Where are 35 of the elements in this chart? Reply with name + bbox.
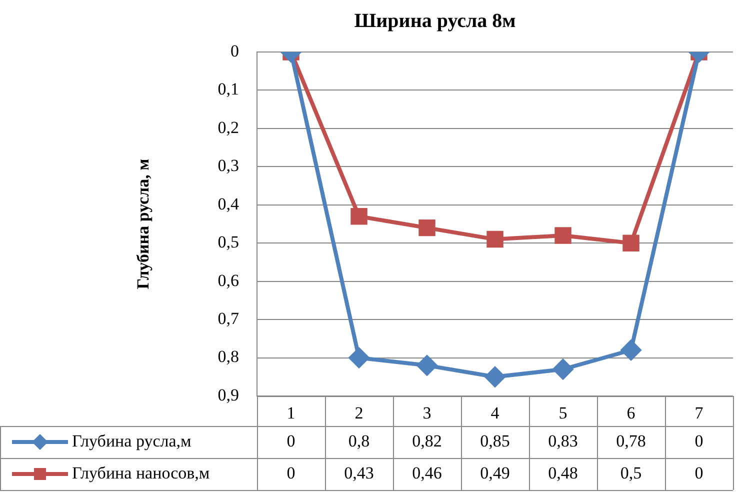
data-label: 0,8 — [348, 431, 370, 450]
y-tick-label: 0,9 — [218, 385, 239, 404]
data-label: 0,83 — [548, 431, 578, 450]
data-label: 0,43 — [344, 463, 374, 482]
data-label: 0,85 — [480, 431, 510, 450]
data-label: 0,48 — [548, 463, 578, 482]
y-tick-label: 0,2 — [218, 118, 239, 137]
x-tick-label: 1 — [286, 404, 296, 423]
x-tick-label: 2 — [354, 404, 364, 423]
data-label: 0,78 — [616, 431, 646, 450]
data-label: 0,5 — [620, 463, 642, 482]
data-label: 0 — [694, 463, 704, 482]
y-tick-label: 0,4 — [218, 194, 240, 214]
y-axis-title: Глубина русла, м — [134, 158, 153, 290]
y-tick-label: 0,8 — [218, 347, 239, 366]
y-tick-label: 0,1 — [218, 80, 239, 99]
y-tick-label: 0,5 — [218, 232, 239, 252]
x-tick-label: 3 — [422, 404, 432, 423]
data-label: 0,82 — [412, 431, 442, 450]
data-label: 0 — [286, 463, 296, 482]
x-tick-label: 6 — [626, 404, 636, 423]
y-tick-label: 0,3 — [218, 156, 239, 176]
legend-label: Глубина русла,м — [72, 431, 192, 450]
data-label: 0 — [286, 431, 296, 450]
legend-label: Глубина наносов,м — [72, 463, 210, 482]
y-tick-label: 0 — [230, 41, 239, 60]
x-tick-label: 7 — [694, 404, 704, 423]
data-label: 0 — [694, 431, 704, 450]
y-tick-label: 0,6 — [218, 270, 239, 290]
y-tick-label: 0,7 — [218, 309, 240, 328]
data-label: 0,49 — [480, 463, 510, 482]
x-tick-label: 5 — [558, 404, 568, 423]
x-tick-label: 4 — [490, 404, 500, 423]
chart-title: Ширина русла 8м — [354, 10, 516, 32]
data-label: 0,46 — [412, 463, 442, 482]
